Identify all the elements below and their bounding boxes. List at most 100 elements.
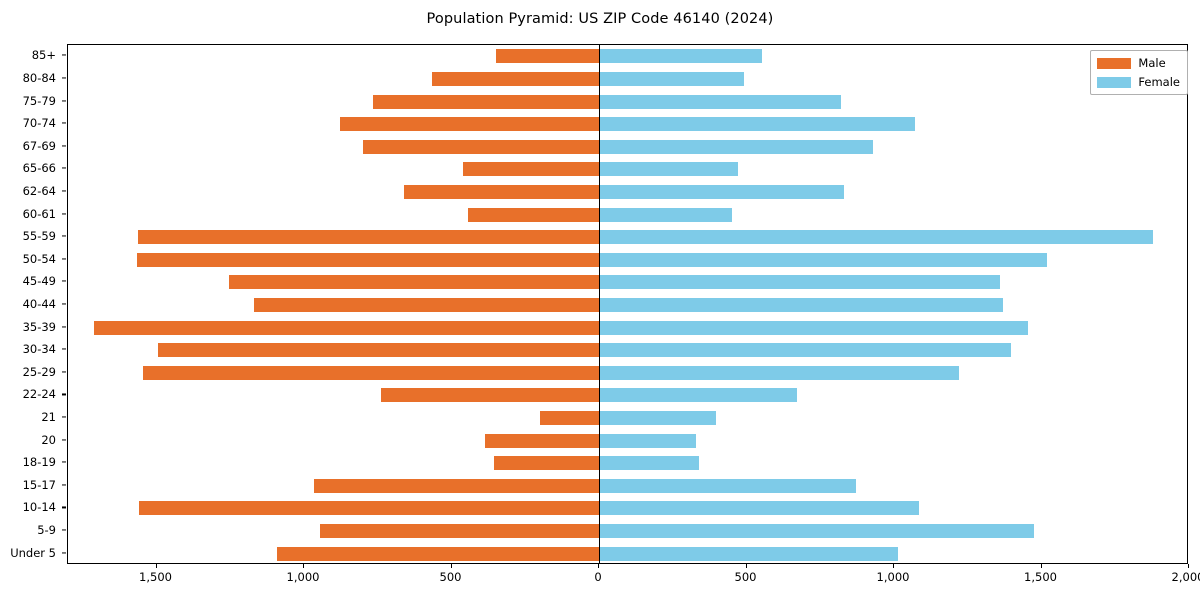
plot-inner [68,45,1187,563]
y-tick-label: 55-59 [22,229,56,244]
y-tick-mark [62,213,66,215]
legend-label-female: Female [1138,75,1180,89]
bar-row [68,275,1187,290]
zero-axis-line [599,45,601,563]
y-tick-label: 22-24 [22,387,56,402]
y-tick-label: 67-69 [22,138,56,153]
bar-male-5-9 [320,524,599,539]
bar-row [68,162,1187,177]
bar-male-75-79 [372,94,599,109]
bar-row [68,139,1187,154]
y-tick-mark [62,122,66,124]
y-tick-label: 62-64 [22,183,56,198]
y-tick-mark [62,371,66,373]
bar-male-67-69 [363,139,599,154]
y-tick-label: 65-66 [22,161,56,176]
y-tick-mark [62,461,66,463]
bar-male-62-64 [404,184,599,199]
y-tick-mark [62,416,66,418]
y-tick-mark [62,393,66,395]
legend-swatch-male [1097,57,1132,69]
bar-male-35-39 [94,320,599,335]
legend-label-male: Male [1138,56,1166,70]
bar-female-60-61 [599,207,732,222]
bar-male-21 [539,411,599,426]
x-tick-mark [598,564,600,568]
bar-female-22-24 [599,388,798,403]
x-tick-label: 1,000 [286,570,320,584]
y-tick-label: 75-79 [22,93,56,108]
bar-female-55-59 [599,230,1153,245]
bar-female-5-9 [599,524,1035,539]
bar-male-15-17 [314,478,599,493]
y-tick-mark [62,303,66,305]
y-tick-label: 60-61 [22,206,56,221]
y-tick-mark [62,235,66,237]
y-tick-mark [62,484,66,486]
x-tick-mark [1188,564,1190,568]
bar-row [68,343,1187,358]
bar-row [68,524,1187,539]
x-tick-mark [745,564,747,568]
y-tick-mark [62,506,66,509]
bar-male-40-44 [253,297,599,312]
bar-row [68,478,1187,493]
bar-female-15-17 [599,478,856,493]
bar-male-22-24 [380,388,599,403]
bar-row [68,94,1187,109]
bar-female-65-66 [599,162,738,177]
bar-female-10-14 [599,501,920,516]
x-tick-label: 1,500 [1024,570,1057,584]
bar-row [68,388,1187,403]
legend-swatch-female [1097,76,1132,88]
x-tick-mark [450,564,452,568]
bar-row [68,117,1187,132]
plot-area [67,44,1188,564]
x-tick-label: 0 [594,570,602,584]
y-tick-mark [62,529,66,531]
y-tick-label: 15-17 [22,477,56,492]
bar-female-40-44 [599,297,1004,312]
y-tick-label: 30-34 [22,342,56,357]
y-tick-label: 50-54 [22,251,56,266]
bar-male-50-54 [137,252,599,267]
bar-male-30-34 [157,343,599,358]
y-tick-label: Under 5 [10,545,56,560]
y-tick-mark [62,280,66,282]
bar-female-25-29 [599,365,959,380]
y-tick-label: 5-9 [37,523,56,538]
bar-male-45-49 [228,275,599,290]
bar-female-18-19 [599,456,700,471]
bar-row [68,252,1187,267]
bar-row [68,71,1187,86]
y-axis-labels: Under 5 5-9 10-14 15-17 18-19 20 21 22-24 25-29 3… [0,44,62,564]
bar-female-under-5 [599,546,899,561]
bar-female-62-64 [599,184,844,199]
bar-row [68,49,1187,64]
bar-row [68,207,1187,222]
bar-female-85- [599,49,763,64]
x-tick-mark [1040,564,1042,568]
bar-row [68,433,1187,448]
bar-female-75-79 [599,94,841,109]
bar-row [68,184,1187,199]
bar-male-70-74 [340,117,599,132]
y-tick-label: 21 [41,410,56,425]
y-tick-label: 25-29 [22,364,56,379]
x-tick-label: 1,000 [876,570,910,584]
x-tick-label: 2,000 [1171,570,1200,584]
x-tick-label: 500 [439,570,462,584]
bar-male-under-5 [277,546,599,561]
y-tick-mark [62,77,66,79]
x-tick-label: 1,500 [139,570,172,584]
y-tick-label: 35-39 [22,319,56,334]
bar-female-21 [599,411,717,426]
bar-male-55-59 [137,230,599,245]
bar-male-18-19 [494,456,599,471]
bar-male-25-29 [143,365,599,380]
bar-row [68,320,1187,335]
y-tick-label: 45-49 [22,274,56,289]
y-tick-label: 70-74 [22,116,56,131]
y-tick-label: 40-44 [22,297,56,311]
bar-female-80-84 [599,71,744,86]
